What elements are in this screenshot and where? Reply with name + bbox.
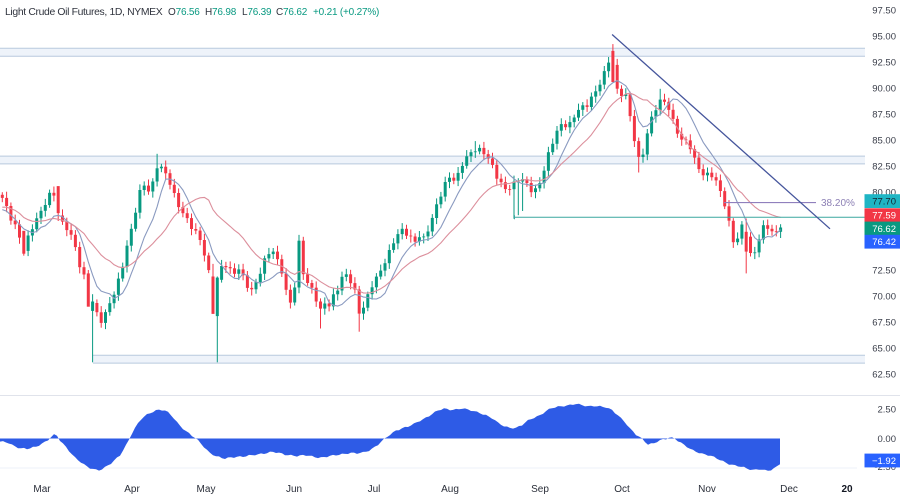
svg-text:20: 20 — [841, 484, 853, 495]
svg-text:92.50: 92.50 — [872, 58, 896, 69]
svg-text:85.00: 85.00 — [872, 136, 896, 147]
svg-text:77.59: 77.59 — [872, 211, 896, 222]
svg-text:Dec: Dec — [780, 484, 798, 495]
svg-text:76.42: 76.42 — [872, 237, 896, 248]
svg-text:82.50: 82.50 — [872, 162, 896, 173]
svg-text:0.00: 0.00 — [878, 434, 897, 445]
svg-text:−1.92: −1.92 — [872, 456, 896, 467]
svg-text:95.00: 95.00 — [872, 32, 896, 43]
svg-text:Jun: Jun — [286, 484, 302, 495]
svg-text:77.70: 77.70 — [872, 197, 896, 208]
svg-text:67.50: 67.50 — [872, 318, 896, 329]
svg-text:H76.98: H76.98 — [205, 7, 237, 18]
svg-text:70.00: 70.00 — [872, 292, 896, 303]
svg-text:Jul: Jul — [368, 484, 381, 495]
svg-text:87.50: 87.50 — [872, 110, 896, 121]
svg-text:72.50: 72.50 — [872, 266, 896, 277]
svg-text:Apr: Apr — [124, 484, 140, 495]
svg-text:Sep: Sep — [531, 484, 549, 495]
svg-text:62.50: 62.50 — [872, 370, 896, 381]
svg-text:L76.39: L76.39 — [242, 7, 272, 18]
svg-text:+0.21 (+0.27%): +0.21 (+0.27%) — [313, 7, 379, 18]
svg-text:Nov: Nov — [698, 484, 716, 495]
svg-text:38.20%: 38.20% — [821, 198, 855, 209]
svg-text:C76.62: C76.62 — [276, 7, 308, 18]
svg-text:Light Crude Oil Futures, 1D, N: Light Crude Oil Futures, 1D, NYMEX — [5, 7, 163, 18]
svg-text:97.50: 97.50 — [872, 6, 896, 17]
svg-text:May: May — [197, 484, 216, 495]
svg-text:Aug: Aug — [441, 484, 459, 495]
svg-text:90.00: 90.00 — [872, 84, 896, 95]
svg-text:Mar: Mar — [33, 484, 51, 495]
svg-text:O76.56: O76.56 — [168, 7, 200, 18]
svg-text:76.62: 76.62 — [872, 224, 896, 235]
svg-text:65.00: 65.00 — [872, 344, 896, 355]
svg-text:2.50: 2.50 — [878, 404, 897, 415]
svg-text:Oct: Oct — [614, 484, 630, 495]
